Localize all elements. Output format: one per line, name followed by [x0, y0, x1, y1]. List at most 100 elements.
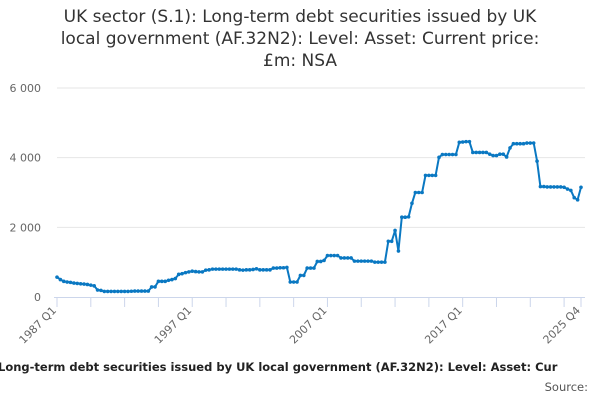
data-point: [251, 267, 255, 272]
data-point: [220, 267, 225, 271]
data-point: [329, 253, 333, 258]
data-point: [105, 289, 110, 294]
data-point: [531, 141, 536, 145]
data-point: [89, 283, 93, 287]
data-point: [274, 266, 279, 270]
x-tick-label: 2025 Q4: [541, 304, 584, 347]
data-point: [359, 259, 364, 263]
data-point: [261, 268, 266, 272]
data-point: [383, 260, 387, 264]
data-point: [548, 185, 553, 189]
data-point: [487, 152, 492, 156]
data-point: [430, 173, 435, 178]
data-point: [514, 141, 519, 146]
data-point: [173, 276, 178, 281]
data-point: [190, 269, 195, 274]
data-point: [312, 266, 316, 270]
data-point: [332, 253, 337, 258]
data-point: [558, 185, 563, 189]
data-point: [542, 184, 546, 189]
data-point: [467, 139, 472, 144]
data-point: [227, 267, 232, 271]
data-point: [305, 266, 309, 270]
chart-title-line: £m: NSA: [263, 51, 337, 71]
data-point: [146, 289, 151, 293]
data-point: [72, 281, 76, 285]
gridlines: [57, 87, 585, 228]
data-point: [136, 289, 140, 293]
data-point: [315, 259, 320, 264]
data-point: [122, 289, 127, 294]
data-point: [386, 239, 391, 244]
data-point: [416, 190, 421, 195]
data-point: [450, 152, 455, 157]
data-point: [143, 289, 147, 293]
data-point: [464, 139, 468, 144]
data-point: [569, 188, 573, 193]
data-point: [545, 185, 549, 189]
data-point: [288, 280, 293, 284]
data-point: [308, 266, 313, 270]
data-point: [281, 265, 286, 270]
data-point: [335, 253, 340, 258]
footer-caption: Long-term debt securities issued by UK l…: [0, 360, 558, 374]
data-point: [58, 277, 63, 282]
data-point: [474, 150, 479, 155]
data-point: [241, 268, 245, 272]
data-point: [65, 280, 69, 284]
data-point: [376, 260, 380, 264]
data-point: [528, 141, 533, 145]
data-point: [207, 268, 211, 272]
data-point: [116, 289, 120, 294]
data-point: [234, 267, 238, 271]
source-label: Source:: [544, 380, 588, 394]
data-point: [166, 278, 171, 283]
data-point: [295, 280, 299, 284]
data-point: [552, 185, 556, 189]
data-point: [237, 268, 242, 272]
data-point: [75, 281, 80, 286]
data-point: [393, 228, 397, 233]
data-point: [278, 265, 282, 270]
y-axis-labels: 0 2 000 4 000 6 000: [10, 82, 42, 304]
data-point: [477, 150, 482, 155]
data-point: [254, 266, 259, 271]
x-tick-label: 1997 Q1: [152, 304, 195, 347]
data-point: [95, 288, 100, 292]
y-tick-label: 2 000: [10, 221, 42, 234]
data-point: [525, 141, 529, 145]
data-point: [396, 249, 401, 253]
data-point: [193, 269, 198, 274]
data-point: [85, 282, 90, 287]
data-point: [410, 201, 414, 206]
data-point: [406, 215, 411, 219]
data-point: [214, 267, 218, 271]
data-point: [298, 273, 303, 278]
data-point: [217, 267, 222, 271]
data-point: [163, 279, 167, 284]
data-point: [61, 279, 66, 284]
data-point: [322, 258, 326, 263]
x-tick-label: 2017 Q1: [422, 304, 465, 347]
data-point: [132, 289, 137, 293]
chart-title-line: local government (AF.32N2): Level: Asset…: [60, 29, 540, 49]
data-point: [454, 152, 458, 157]
data-point: [170, 277, 174, 282]
data-point: [78, 281, 83, 286]
data-point: [460, 140, 465, 144]
data-point: [112, 289, 117, 294]
data-point: [362, 259, 367, 263]
data-point: [160, 279, 164, 284]
series: [55, 139, 583, 294]
data-point: [535, 159, 539, 163]
data-point: [555, 185, 560, 189]
data-point: [342, 256, 347, 260]
data-point: [579, 185, 583, 190]
data-point: [153, 285, 157, 289]
data-point: [575, 198, 580, 202]
data-point: [99, 288, 103, 293]
data-point: [457, 140, 462, 145]
data-point: [443, 152, 448, 157]
data-point: [271, 266, 276, 270]
data-point: [210, 267, 215, 271]
